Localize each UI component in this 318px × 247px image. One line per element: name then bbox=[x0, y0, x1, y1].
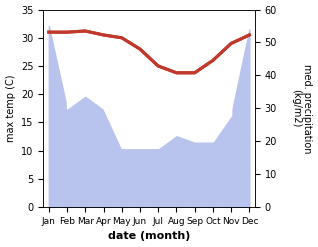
Y-axis label: med. precipitation
(kg/m2): med. precipitation (kg/m2) bbox=[291, 64, 313, 153]
Y-axis label: max temp (C): max temp (C) bbox=[5, 75, 16, 142]
X-axis label: date (month): date (month) bbox=[108, 231, 190, 242]
